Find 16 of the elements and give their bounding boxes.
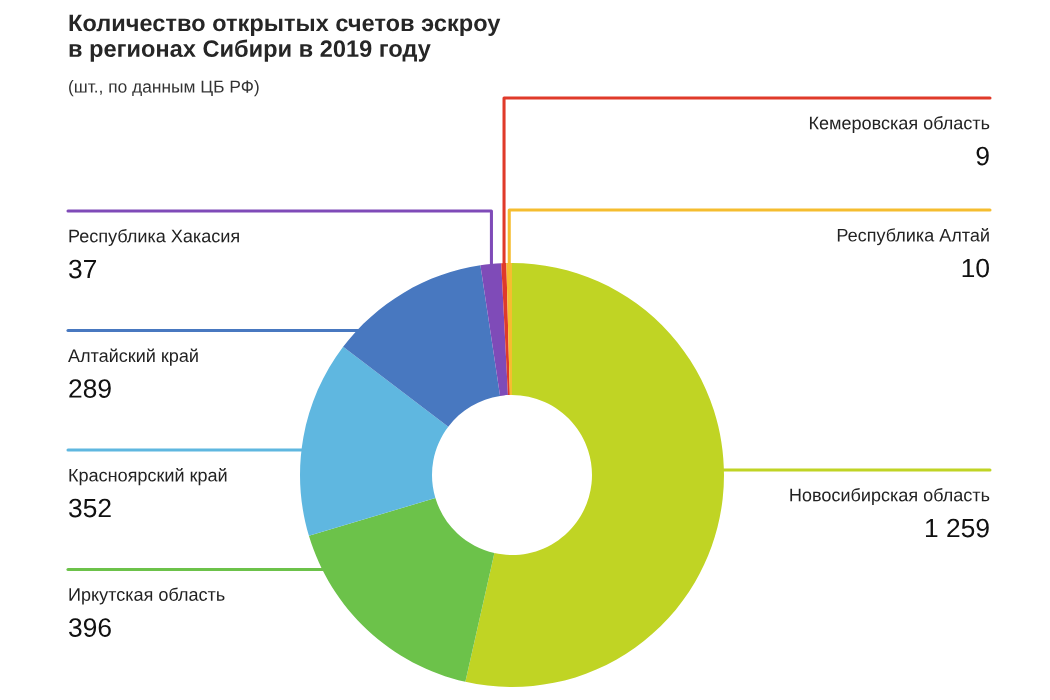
data-label: 396 [69, 618, 111, 637]
chart-title: Количество открытых счетов эскроу в регионах Сибири в 2019 году [69, 14, 501, 62]
slice-label: Алтайский край [68, 348, 198, 366]
slice-label: Красноярский край [69, 468, 227, 486]
slice-label: Республика Алтай [837, 228, 989, 246]
slice-label: Новосибирская область [790, 488, 990, 505]
data-label: 37 [69, 259, 97, 279]
data-label: 289 [69, 379, 111, 398]
data-label: 9 [976, 146, 989, 166]
slice-label: Кемеровская область [809, 116, 990, 133]
data-label: 1 259 [925, 518, 989, 538]
data-label: 10 [962, 258, 989, 278]
slice-label: Республика Хакасия [69, 229, 239, 246]
slice-label: Иркутская область [69, 587, 225, 605]
chart-subtitle: (шт., по данным ЦБ РФ) [69, 80, 259, 97]
data-label: 352 [69, 498, 111, 518]
